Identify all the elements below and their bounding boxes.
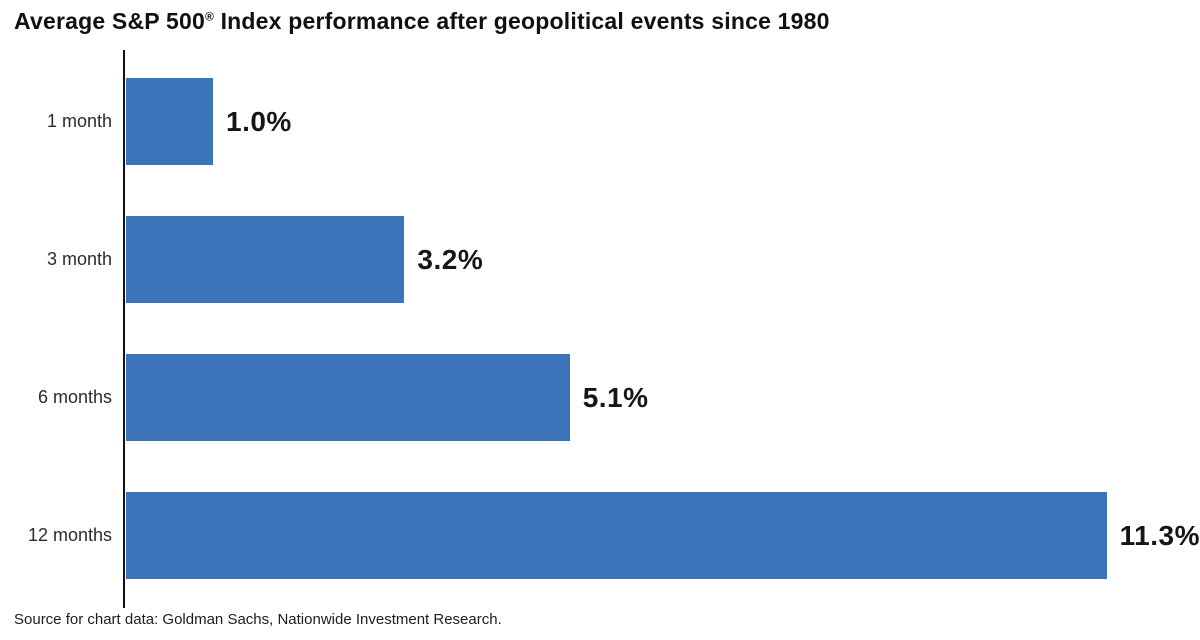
bar-row: 1 month 1.0% <box>0 78 1200 165</box>
category-label: 6 months <box>37 387 112 407</box>
category-label: 12 months <box>27 525 112 545</box>
bar <box>126 216 405 303</box>
bar <box>126 354 570 441</box>
value-label: 1.0% <box>226 105 292 137</box>
category-label: 1 month <box>46 111 112 131</box>
chart-title: Average S&P 500® Index performance after… <box>14 8 830 35</box>
value-label: 11.3% <box>1119 519 1200 551</box>
bar-row: 3 month 3.2% <box>0 216 1200 303</box>
value-label: 3.2% <box>417 243 484 275</box>
chart-title-text: Average S&P 500 <box>14 8 205 34</box>
registered-trademark-symbol: ® <box>204 9 214 24</box>
chart-title-text-rest: Index performance after geopolitical eve… <box>214 8 830 34</box>
bar-row: 12 months 11.3% <box>0 492 1200 579</box>
category-label: 3 month <box>46 249 112 269</box>
source-note: Source for chart data: Goldman Sachs, Na… <box>14 611 502 628</box>
y-axis-line <box>123 50 125 608</box>
bar <box>126 78 213 165</box>
bar-row: 6 months 5.1% <box>0 354 1200 441</box>
bar <box>126 492 1107 579</box>
value-label: 5.1% <box>582 381 649 413</box>
